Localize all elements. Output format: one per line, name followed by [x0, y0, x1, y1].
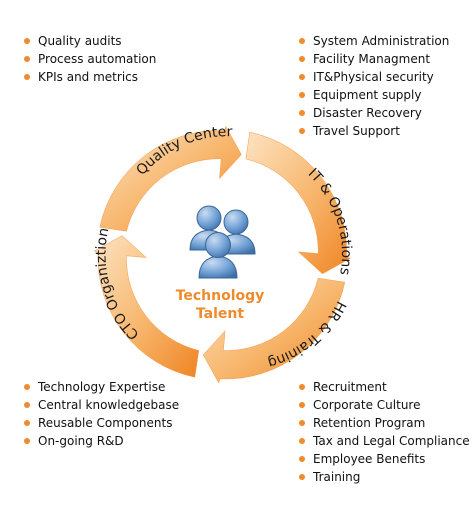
list-item: Equipment supply — [295, 86, 449, 104]
cycle-arrows — [93, 125, 352, 384]
bullet-icon — [299, 420, 305, 426]
arrow-it-operations — [245, 131, 352, 275]
list-item: Process automation — [20, 50, 156, 68]
list-item: Travel Support — [295, 122, 449, 140]
list-item: Recruitment — [295, 378, 470, 396]
list-item: Corporate Culture — [295, 396, 470, 414]
bullet-icon — [299, 92, 305, 98]
bullet-icon — [24, 74, 30, 80]
bullet-icon — [299, 56, 305, 62]
arrow-cto-organization — [93, 235, 200, 378]
bullet-icon — [24, 384, 30, 390]
list-item: On-going R&D — [20, 432, 179, 450]
list-item: IT&Physical security — [295, 68, 449, 86]
list-item: System Administration — [295, 32, 449, 50]
list-item: Quality audits — [20, 32, 156, 50]
bullet-icon — [299, 128, 305, 134]
list-item: Employee Benefits — [295, 450, 470, 468]
list-item: KPIs and metrics — [20, 68, 156, 86]
bullet-icon — [299, 110, 305, 116]
bullet-icon — [299, 384, 305, 390]
list-item: Tax and Legal Compliance — [295, 432, 470, 450]
arrow-quality-center — [99, 125, 242, 232]
center-label-line2: Talent — [195, 306, 245, 322]
people-group-icon — [189, 205, 256, 279]
list-item: Reusable Components — [20, 414, 179, 432]
list-item: Central knowledgebase — [20, 396, 179, 414]
list-item: Facility Managment — [295, 50, 449, 68]
bullet-icon — [24, 402, 30, 408]
center-label-line1: Technology — [175, 288, 265, 304]
bullet-icon — [24, 56, 30, 62]
bullet-icon — [299, 74, 305, 80]
quality-center-list: Quality audits Process automation KPIs a… — [20, 32, 156, 86]
bullet-icon — [24, 420, 30, 426]
bullet-icon — [24, 438, 30, 444]
bullet-icon — [299, 402, 305, 408]
arrow-hr-training — [202, 277, 346, 384]
it-operations-list: System Administration Facility Managment… — [295, 32, 449, 140]
cto-organization-list: Technology Expertise Central knowledgeba… — [20, 378, 179, 450]
hr-training-list: Recruitment Corporate Culture Retention … — [295, 378, 470, 486]
bullet-icon — [299, 474, 305, 480]
list-item: Retention Program — [295, 414, 470, 432]
bullet-icon — [299, 456, 305, 462]
bullet-icon — [299, 438, 305, 444]
bullet-icon — [24, 38, 30, 44]
bullet-icon — [299, 38, 305, 44]
list-item: Training — [295, 468, 470, 486]
list-item: Technology Expertise — [20, 378, 179, 396]
list-item: Disaster Recovery — [295, 104, 449, 122]
